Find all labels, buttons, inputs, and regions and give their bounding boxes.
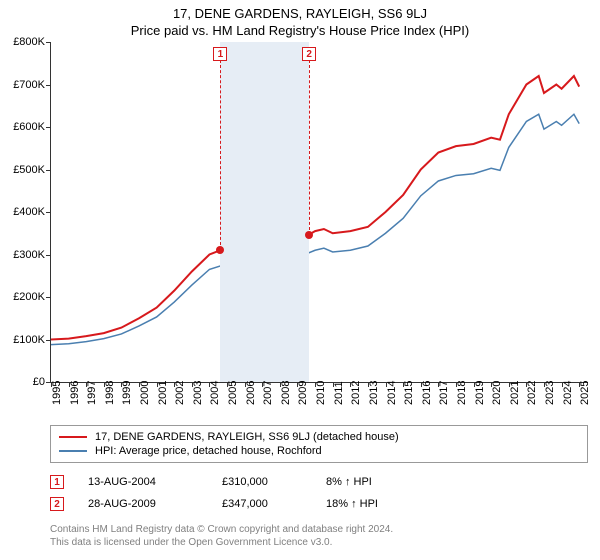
transaction-price: £347,000 [222,498,302,510]
x-axis-label: 2011 [333,383,345,393]
legend-swatch [59,436,87,438]
y-axis-label: £200K [13,291,45,303]
x-axis-label: 2003 [192,383,204,393]
transaction-table: 1 13-AUG-2004 £310,000 8% ↑ HPI 2 28-AUG-2009… [50,471,588,515]
x-axis-label: 2014 [386,383,398,393]
y-axis-label: £600K [13,121,45,133]
x-axis-label: 2010 [315,383,327,393]
x-axis-label: 2002 [174,383,186,393]
x-axis-label: 2004 [209,383,221,393]
x-axis-label: 2015 [403,383,415,393]
x-axis-label: 2005 [227,383,239,393]
x-axis-label: 2006 [245,383,257,393]
event-marker-dot [216,246,224,254]
legend-label: 17, DENE GARDENS, RAYLEIGH, SS6 9LJ (det… [95,431,399,443]
x-axis-label: 2017 [438,383,450,393]
footer-attribution: Contains HM Land Registry data © Crown c… [50,523,588,549]
series-line-hpi [51,114,579,344]
legend-row: 17, DENE GARDENS, RAYLEIGH, SS6 9LJ (det… [59,430,579,444]
x-axis-label: 1995 [51,383,63,393]
x-axis-label: 2023 [544,383,556,393]
x-axis-label: 2016 [421,383,433,393]
transaction-delta: 8% ↑ HPI [326,476,426,488]
x-axis-label: 2020 [491,383,503,393]
page-title-subtitle: Price paid vs. HM Land Registry's House … [0,21,600,42]
x-axis-label: 2018 [456,383,468,393]
y-axis-label: £300K [13,249,45,261]
transaction-badge: 2 [50,497,64,511]
x-axis-label: 2007 [262,383,274,393]
page-title-address: 17, DENE GARDENS, RAYLEIGH, SS6 9LJ [0,0,600,21]
x-axis-label: 1997 [86,383,98,393]
x-axis-label: 2021 [509,383,521,393]
transaction-delta: 18% ↑ HPI [326,498,426,510]
event-marker-line [309,60,310,235]
x-axis-label: 1996 [69,383,81,393]
event-marker-badge: 2 [302,47,316,61]
x-axis-label: 1999 [121,383,133,393]
event-marker-dot [305,231,313,239]
x-axis-label: 2000 [139,383,151,393]
x-axis-label: 1998 [104,383,116,393]
event-marker-badge: 1 [213,47,227,61]
y-axis-label: £500K [13,164,45,176]
chart-legend: 17, DENE GARDENS, RAYLEIGH, SS6 9LJ (det… [50,425,588,463]
x-axis-label: 2009 [297,383,309,393]
transaction-badge: 1 [50,475,64,489]
footer-line-2: This data is licensed under the Open Gov… [50,536,588,549]
y-axis-label: £700K [13,79,45,91]
x-axis-label: 2024 [562,383,574,393]
legend-swatch [59,450,87,452]
x-axis-label: 2001 [157,383,169,393]
event-marker-line [220,60,221,250]
x-axis-label: 2013 [368,383,380,393]
transaction-date: 13-AUG-2004 [88,476,198,488]
chart-shaded-region [220,42,309,382]
price-chart: £0£100K£200K£300K£400K£500K£600K£700K£80… [50,42,588,383]
x-axis-label: 2025 [579,383,591,393]
legend-row: HPI: Average price, detached house, Roch… [59,444,579,458]
transaction-row: 2 28-AUG-2009 £347,000 18% ↑ HPI [50,493,588,515]
legend-label: HPI: Average price, detached house, Roch… [95,445,322,457]
y-axis-label: £100K [13,334,45,346]
x-axis-label: 2008 [280,383,292,393]
footer-line-1: Contains HM Land Registry data © Crown c… [50,523,588,536]
series-line-property [51,76,579,340]
y-axis-label: £400K [13,206,45,218]
x-axis-label: 2022 [526,383,538,393]
x-axis-label: 2012 [350,383,362,393]
transaction-date: 28-AUG-2009 [88,498,198,510]
transaction-price: £310,000 [222,476,302,488]
y-axis-label: £0 [33,376,45,388]
y-axis-label: £800K [13,36,45,48]
transaction-row: 1 13-AUG-2004 £310,000 8% ↑ HPI [50,471,588,493]
x-axis-label: 2019 [474,383,486,393]
